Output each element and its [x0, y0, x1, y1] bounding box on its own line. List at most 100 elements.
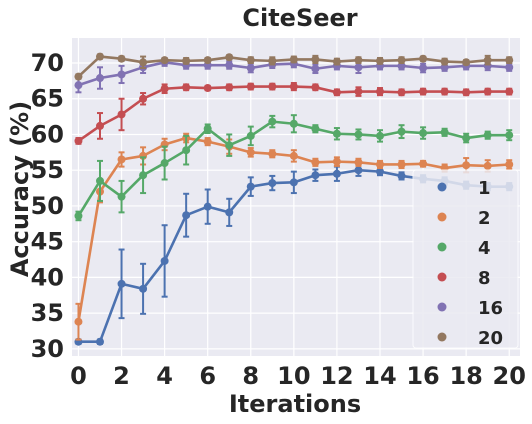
x-tick-label: 10 [277, 362, 310, 390]
data-point [139, 171, 148, 180]
data-point [505, 56, 514, 65]
y-tick-label: 45 [31, 228, 64, 256]
data-point [225, 61, 234, 70]
series-4 [74, 114, 514, 222]
data-point [419, 54, 428, 63]
legend-label-8: 8 [478, 268, 491, 289]
data-point [246, 182, 255, 191]
data-point [311, 83, 320, 92]
series-20 [74, 52, 514, 81]
data-point [462, 88, 471, 97]
y-tick-label: 50 [31, 192, 64, 220]
data-point [246, 56, 255, 65]
y-tick-label: 40 [31, 263, 64, 291]
data-point [182, 56, 191, 65]
data-point [139, 284, 148, 293]
data-point [483, 161, 492, 170]
x-tick-label: 20 [493, 362, 526, 390]
data-point [203, 84, 212, 93]
data-point [376, 160, 384, 169]
x-tick-label: 2 [113, 362, 130, 390]
x-tick-label: 6 [199, 362, 216, 390]
data-point [354, 87, 363, 96]
legend-label-2: 2 [478, 208, 491, 229]
data-point [74, 136, 83, 145]
x-tick-label: 14 [363, 362, 396, 390]
series-layer [74, 52, 514, 346]
data-point [74, 81, 83, 90]
data-point [397, 127, 406, 136]
data-point [160, 256, 169, 265]
data-point [397, 56, 406, 65]
data-point [182, 211, 191, 220]
legend-marker-2 [437, 212, 447, 222]
data-point [268, 82, 277, 91]
data-point [311, 55, 320, 64]
data-point [96, 74, 104, 83]
legend-label-16: 16 [478, 298, 503, 319]
data-point [462, 58, 471, 67]
data-point [419, 87, 428, 96]
data-point [225, 141, 234, 150]
x-axis-label: Iterations [229, 390, 361, 418]
data-point [74, 211, 83, 220]
data-point [354, 56, 363, 65]
data-point [505, 87, 514, 96]
data-point [419, 129, 428, 138]
y-tick-label: 70 [31, 49, 64, 77]
x-tick-label: 12 [320, 362, 353, 390]
x-tick-label: 8 [242, 362, 259, 390]
series-2 [74, 132, 514, 341]
data-point [96, 121, 104, 130]
data-point [289, 151, 298, 160]
data-point [397, 160, 406, 169]
legend-marker-16 [437, 302, 447, 312]
data-point [203, 137, 212, 146]
data-point [117, 192, 126, 201]
y-tick-label: 55 [31, 156, 64, 184]
data-point [332, 157, 341, 166]
y-tick-label: 60 [31, 120, 64, 148]
y-tick-label: 30 [31, 335, 64, 363]
data-point [117, 110, 126, 119]
data-point [505, 131, 514, 140]
data-point [117, 279, 126, 288]
data-point [203, 124, 212, 133]
data-point [505, 160, 514, 169]
data-point [203, 202, 212, 211]
data-point [96, 176, 104, 185]
legend-label-20: 20 [478, 328, 503, 349]
data-point [246, 148, 255, 157]
data-point [397, 171, 406, 180]
data-point [268, 117, 277, 126]
data-point [483, 56, 492, 65]
data-point [246, 131, 255, 140]
data-point [289, 82, 298, 91]
data-point [268, 56, 277, 65]
data-point [440, 57, 449, 66]
legend-label-1: 1 [478, 178, 491, 199]
data-point [376, 56, 384, 65]
data-point [483, 131, 492, 140]
data-point [289, 178, 298, 187]
x-tick-label: 0 [70, 362, 87, 390]
data-point [117, 155, 126, 164]
data-point [462, 161, 471, 170]
data-point [268, 179, 277, 188]
series-8 [74, 82, 514, 145]
legend-marker-4 [437, 242, 447, 252]
data-point [505, 63, 514, 72]
data-point [225, 83, 234, 92]
data-point [96, 52, 104, 61]
data-point [160, 159, 169, 168]
data-point [203, 56, 212, 65]
y-axis-label: Accuracy (%) [6, 101, 34, 277]
data-point [139, 58, 148, 67]
data-point [182, 146, 191, 155]
data-point [462, 134, 471, 143]
data-point [160, 84, 169, 93]
data-point [268, 149, 277, 158]
data-point [246, 82, 255, 91]
